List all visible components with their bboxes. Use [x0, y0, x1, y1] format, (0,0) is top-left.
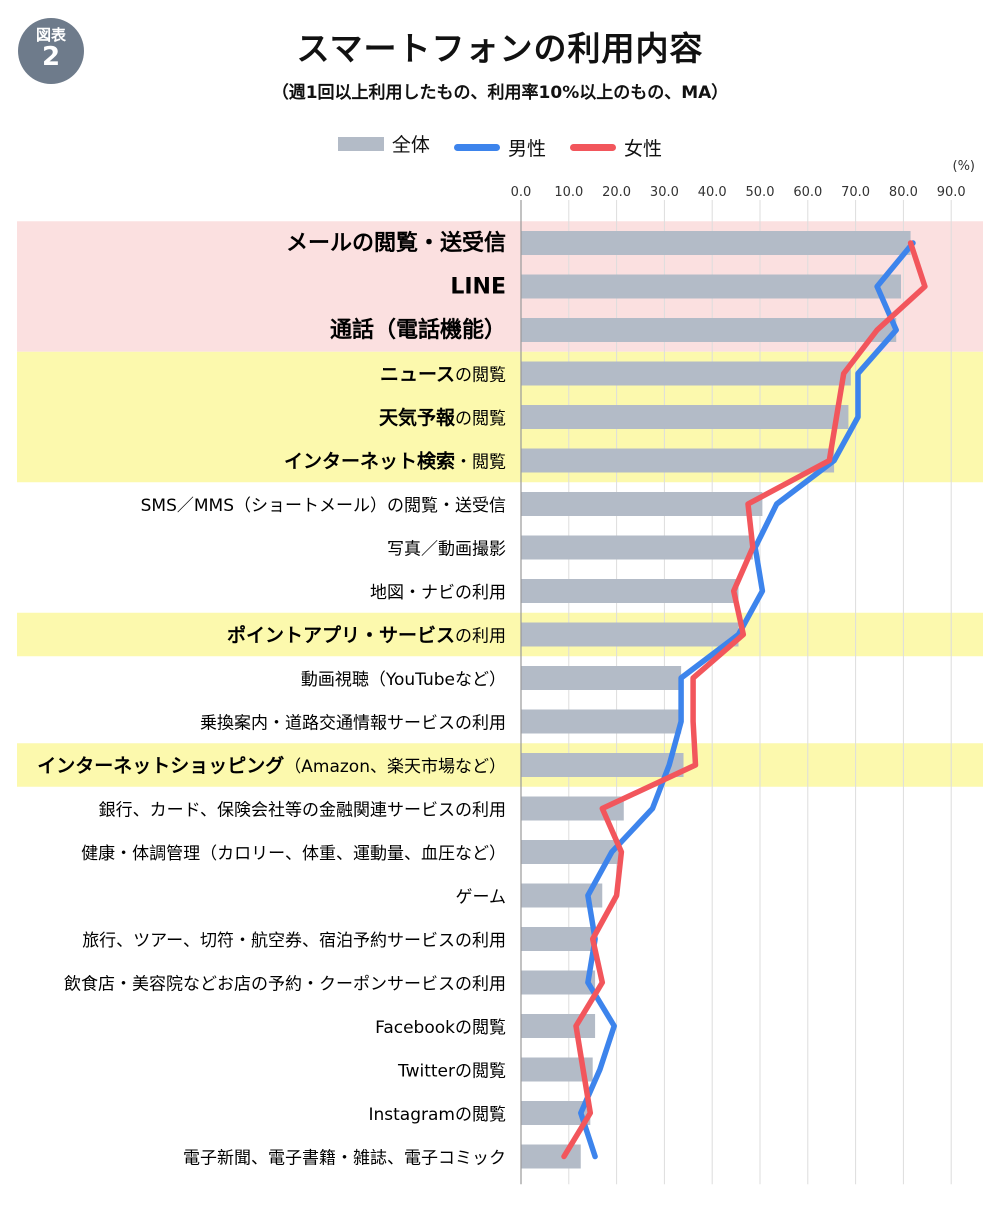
highlight-band: [17, 743, 983, 787]
x-tick-label: 90.0: [937, 185, 966, 200]
line-male: [578, 240, 916, 1160]
category-label-text: ・閲覧: [455, 453, 506, 473]
category-label: LINE: [450, 275, 506, 300]
figure-number-badge: 図表 2: [18, 18, 84, 84]
legend-item-female: 女性: [570, 134, 662, 161]
category-label-bold: 通話（電話機能）: [330, 317, 506, 343]
legend-swatch-total: [337, 136, 384, 151]
category-label: 電子新聞、電子書籍・雑誌、電子コミック: [183, 1149, 506, 1169]
bar-total: [521, 753, 684, 777]
category-label-text: の利用: [455, 627, 506, 647]
category-label-bold: インターネットショッピング: [37, 754, 284, 777]
category-label-text: の閲覧: [455, 409, 506, 429]
bar-total: [521, 927, 596, 951]
category-label-text: 動画視聴（YouTubeなど）: [301, 670, 506, 690]
bar-total: [521, 970, 596, 995]
category-label: SMS／MMS（ショートメール）の閲覧・送受信: [141, 496, 506, 516]
category-label: Twitterの閲覧: [397, 1062, 506, 1082]
chart-subtitle: （週1回以上利用したもの、利用率10%以上のもの、MA）: [271, 83, 729, 103]
legend-label-total: 全体: [391, 134, 430, 156]
chart-legend: 全体 男性 女性: [0, 130, 1000, 161]
category-label-text: 銀行、カード、保険会社等の金融関連サービスの利用: [99, 801, 506, 821]
x-tick-label: 80.0: [889, 185, 918, 200]
category-label-text: ゲーム: [456, 888, 507, 908]
category-label: インターネット検索・閲覧: [284, 450, 506, 473]
category-label: インターネットショッピング（Amazon、楽天市場など）: [37, 754, 506, 777]
bar-total: [521, 622, 739, 647]
category-label-bold: メールの閲覧・送受信: [286, 230, 506, 256]
category-label-text: 旅行、ツアー、切符・航空券、宿泊予約サービスの利用: [82, 931, 506, 951]
bar-total: [521, 274, 902, 299]
legend-swatch-male: [453, 143, 500, 151]
x-tick-label: 20.0: [602, 185, 631, 200]
bar-total: [521, 840, 619, 864]
category-label-text: 電子新聞、電子書籍・雑誌、電子コミック: [183, 1149, 506, 1169]
x-tick-label: 30.0: [650, 185, 679, 200]
category-label: Facebookの閲覧: [375, 1018, 506, 1038]
category-label: 旅行、ツアー、切符・航空券、宿泊予約サービスの利用: [82, 931, 506, 951]
category-label: Instagramの閲覧: [369, 1105, 507, 1125]
bar-total: [521, 405, 849, 429]
x-tick-label: 60.0: [793, 185, 822, 200]
category-label-text: Facebookの閲覧: [375, 1018, 506, 1038]
category-label: メールの閲覧・送受信: [286, 230, 506, 256]
category-label-bold: インターネット検索: [284, 450, 455, 473]
category-label: 写真／動画撮影: [387, 540, 506, 560]
legend-label-female: 女性: [624, 137, 663, 160]
category-label: ニュースの閲覧: [380, 364, 506, 386]
category-label: 天気予報の閲覧: [379, 406, 506, 429]
badge-number: 2: [41, 42, 61, 72]
bar-total: [521, 666, 682, 690]
category-label: 飲食店・美容院などお店の予約・クーポンサービスの利用: [64, 975, 506, 995]
bar-total: [521, 448, 835, 473]
bar-total: [521, 579, 739, 603]
legend-item-total: 全体: [337, 130, 430, 157]
bar-total: [521, 535, 753, 560]
category-label: 通話（電話機能）: [330, 317, 506, 343]
unit-label: (%): [953, 159, 976, 174]
highlight-band: [17, 612, 983, 657]
bar-total: [521, 709, 682, 734]
category-label-text: 飲食店・美容院などお店の予約・クーポンサービスの利用: [64, 975, 506, 995]
bar-total: [521, 492, 763, 516]
category-label: 動画視聴（YouTubeなど）: [301, 670, 506, 690]
x-tick-label: 70.0: [841, 185, 870, 200]
legend-item-male: 男性: [453, 134, 546, 161]
category-label: 乗換案内・道路交通情報サービスの利用: [200, 714, 506, 734]
line-female: [561, 240, 928, 1160]
category-label-text: 地図・ナビの利用: [370, 583, 506, 603]
category-label-text: 乗換案内・道路交通情報サービスの利用: [200, 714, 506, 734]
category-label-bold: LINE: [450, 275, 506, 300]
category-label-bold: ニュース: [380, 364, 455, 386]
category-label-text: 健康・体調管理（カロリー、体重、運動量、血圧など）: [81, 844, 506, 864]
category-label: 健康・体調管理（カロリー、体重、運動量、血圧など）: [81, 844, 506, 864]
chart-title: スマートフォンの利用内容: [296, 29, 704, 68]
category-label-bold: ポイントアプリ・サービス: [227, 624, 455, 647]
x-tick-label: 10.0: [554, 185, 583, 200]
category-label-text: の閲覧: [455, 366, 506, 386]
x-tick-label: 0.0: [511, 185, 532, 200]
category-label-text: （Amazon、楽天市場など）: [284, 757, 506, 777]
x-tick-label: 40.0: [698, 185, 727, 200]
category-label-bold: 天気予報: [379, 406, 456, 429]
category-label-text: Instagramの閲覧: [369, 1105, 507, 1125]
bar-total: [521, 231, 911, 255]
bar-total: [521, 361, 851, 386]
bar-total: [521, 318, 897, 342]
category-label-text: SMS／MMS（ショートメール）の閲覧・送受信: [141, 496, 506, 516]
category-label: 地図・ナビの利用: [370, 583, 506, 603]
category-label-text: Twitterの閲覧: [397, 1062, 506, 1082]
badge-label: 図表: [35, 26, 66, 44]
legend-label-male: 男性: [507, 137, 546, 160]
legend-swatch-female: [570, 143, 617, 151]
category-label-text: 写真／動画撮影: [387, 540, 506, 560]
category-label: ゲーム: [456, 888, 507, 908]
category-label: ポイントアプリ・サービスの利用: [227, 624, 506, 647]
category-label: 銀行、カード、保険会社等の金融関連サービスの利用: [99, 801, 506, 821]
x-tick-label: 50.0: [746, 185, 775, 200]
